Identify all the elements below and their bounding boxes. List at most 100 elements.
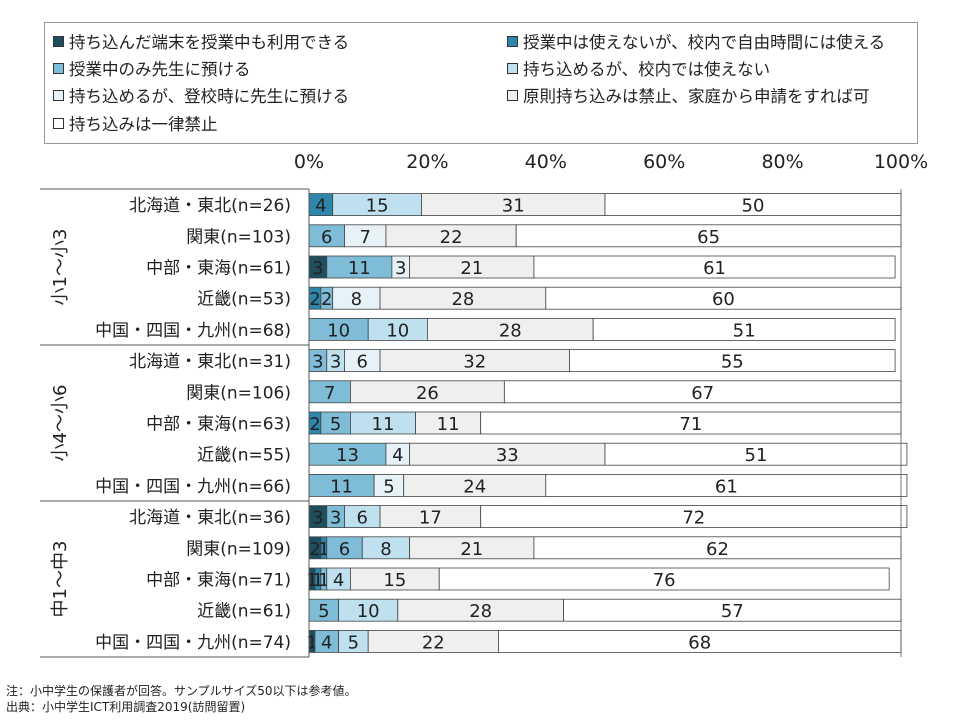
data-label: 22 [422,632,445,653]
legend-label: 持ち込めるが、校内では使えない [523,60,771,79]
data-label: 1 [312,570,323,591]
data-label: 55 [721,352,744,373]
data-label: 28 [499,320,522,341]
data-label: 72 [682,508,705,529]
data-label: 11 [372,414,395,435]
data-label: 8 [351,289,362,310]
category-label: 中部・東海(n=61) [146,259,291,279]
data-label: 71 [679,414,702,435]
legend-label: 原則持ち込みは禁止、家庭から申請をすれば可 [523,87,870,106]
data-label: 67 [691,383,714,404]
data-label: 76 [653,570,676,591]
data-label: 57 [721,601,744,622]
data-label: 60 [712,289,735,310]
data-label: 6 [357,508,368,529]
legend-label: 授業中は使えないが、校内で自由時間には使える [523,33,886,52]
category-label: 中部・東海(n=63) [146,415,291,435]
bar-segment [569,349,896,373]
legend-swatch [53,117,64,129]
legend-item: 授業中は使えないが、校内で自由時間には使える [507,29,885,53]
data-label: 10 [327,320,350,341]
category-label: 北海道・東北(n=31) [129,352,291,372]
data-label: 2 [309,539,320,560]
data-label: 10 [386,320,409,341]
x-tick-label: 100% [874,151,928,173]
data-label: 11 [437,414,460,435]
data-label: 3 [330,352,341,373]
x-tick-label: 80% [761,151,803,173]
data-label: 21 [460,539,483,560]
category-label: 近畿(n=61) [197,602,291,622]
note-source: 出典：小中学生ICT利用調査2019(訪問留置) [6,700,246,714]
data-label: 2 [309,289,320,310]
legend-swatch [507,35,518,47]
category-label: 北海道・東北(n=26) [129,196,291,216]
category-label: 中国・四国・九州(n=68) [95,321,291,341]
data-label: 22 [440,227,463,248]
chart-legend: 持ち込んだ端末を授業中も利用できる 授業中は使えないが、校内で自由時間には使える授… [44,22,918,144]
data-label: 51 [745,445,768,466]
data-label: 6 [357,352,368,373]
data-label: 68 [688,632,711,653]
data-label: 6 [321,227,332,248]
data-label: 21 [460,258,483,279]
data-label: 3 [312,258,323,279]
data-label: 2 [321,289,332,310]
bar-segment [533,255,896,279]
legend-label: 授業中のみ先生に預ける [69,60,251,79]
data-label: 26 [416,383,439,404]
legend-swatch [53,35,64,47]
category-label: 関東(n=103) [186,227,291,247]
x-tick-label: 40% [525,151,567,173]
legend-item: 持ち込めるが、校内では使えない [507,56,770,80]
data-label: 28 [451,289,474,310]
data-label: 1 [318,570,329,591]
data-label: 1 [306,570,317,591]
data-label: 11 [330,476,353,497]
data-label: 61 [715,476,738,497]
data-label: 61 [703,258,726,279]
data-label: 1 [306,632,317,653]
legend-item: 持ち込んだ端末を授業中も利用できる [53,29,349,53]
data-label: 28 [469,601,492,622]
data-label: 3 [395,258,406,279]
data-label: 3 [312,352,323,373]
x-tick-label: 60% [643,151,685,173]
data-label: 31 [502,196,525,217]
data-label: 32 [463,352,486,373]
data-label: 8 [380,539,391,560]
data-label: 7 [324,383,335,404]
chart-notes: 注：小中学生の保護者が回答。サンプルサイズ50以下は参考値。 出典：小中学生IC… [6,683,357,715]
data-label: 13 [336,445,359,466]
bar-segment [545,473,908,497]
data-label: 50 [742,196,765,217]
data-label: 1 [318,539,329,560]
data-label: 65 [697,227,720,248]
data-label: 24 [463,476,486,497]
category-label: 関東(n=109) [186,539,291,559]
category-label: 近畿(n=53) [197,290,291,310]
data-label: 4 [321,632,332,653]
data-label: 11 [348,258,371,279]
legend-label: 持ち込みは一律禁止 [69,115,218,134]
legend-swatch [507,62,518,74]
data-label: 17 [419,508,442,529]
bar-segment [438,567,890,591]
data-label: 5 [383,476,394,497]
legend-item: 原則持ち込みは禁止、家庭から申請をすれば可 [507,83,870,107]
data-label: 5 [348,632,359,653]
data-label: 33 [496,445,519,466]
data-label: 51 [733,320,756,341]
legend-item: 持ち込めるが、登校時に先生に預ける [53,83,349,107]
data-label: 5 [330,414,341,435]
data-label: 3 [312,508,323,529]
stacked-bar-chart: 0% 20% 40% 60% 80% 100%北海道・東北(n=26) 4 15 31 50関東(… [40,151,928,658]
data-label: 10 [357,601,380,622]
data-label: 7 [360,227,371,248]
x-tick-label: 20% [406,151,448,173]
legend-label: 持ち込んだ端末を授業中も利用できる [69,33,350,52]
note-sample-size: 注：小中学生の保護者が回答。サンプルサイズ50以下は参考値。 [6,684,357,698]
category-label: 近畿(n=55) [197,446,291,466]
group-label: 小1～小3 [50,229,71,306]
category-label: 北海道・東北(n=36) [129,508,291,528]
